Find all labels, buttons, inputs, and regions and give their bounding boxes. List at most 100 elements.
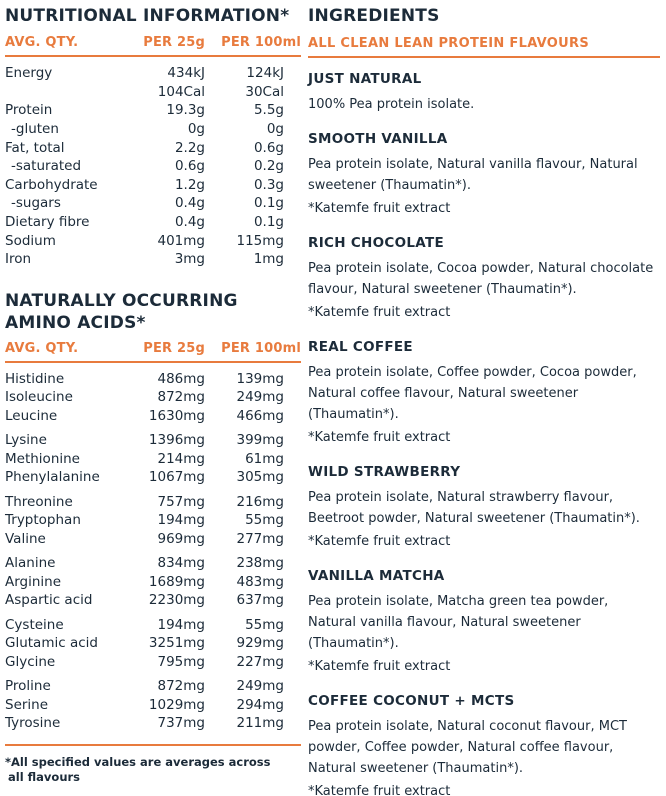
value-per-25g: 1396mg	[148, 432, 205, 449]
divider	[5, 743, 301, 746]
amino-group: Cysteine 194mg 55mg Glutamic acid 3251mg 929m…	[5, 616, 301, 672]
amino-row: Glutamic acid 3251mg 929mg	[5, 634, 301, 653]
value-per-25g: 0.6g	[174, 158, 205, 175]
amino-table-body: Histidine 486mg 139mg Isoleucine 872mg 249mg L…	[5, 370, 301, 733]
value-per-25g: 0g	[187, 121, 205, 138]
value-per-100ml: 61mg	[245, 450, 284, 467]
value-per-100ml: 483mg	[236, 573, 285, 590]
value-per-100ml: 227mg	[236, 653, 285, 670]
values-footnote: *All specified values are averages acros…	[5, 754, 271, 784]
amino-group: Lysine 1396mg 399mg Methionine 214mg 61mg Phen…	[5, 431, 301, 487]
nutrition-row: Iron 3mg 1mg	[5, 250, 301, 269]
value-per-25g: 737mg	[157, 715, 206, 732]
value-per-25g: 872mg	[157, 678, 206, 695]
amino-row: Tryptophan 194mg 55mg	[5, 511, 301, 530]
value-per-100ml: 216mg	[236, 493, 285, 510]
row-label: Iron	[5, 251, 32, 268]
nutrition-row: -gluten 0g 0g	[5, 120, 301, 139]
value-per-25g: 194mg	[157, 512, 206, 529]
flavour-description: Pea protein isolate, Cocoa powder, Natur…	[308, 261, 654, 297]
row-label: Methionine	[5, 450, 80, 467]
row-label: Dietary fibre	[5, 214, 90, 231]
value-per-100ml: 399mg	[236, 432, 285, 449]
flavour-description: Pea protein isolate, Natural strawberry …	[308, 490, 640, 526]
value-per-25g: 19.3g	[166, 102, 205, 119]
value-per-100ml: 637mg	[236, 592, 285, 609]
amino-row: Serine 1029mg 294mg	[5, 696, 301, 715]
row-label: Sodium	[5, 232, 56, 249]
amino-acids-title: NATURALLY OCCURRING AMINO ACIDS*	[5, 290, 238, 333]
value-per-25g: 795mg	[157, 653, 206, 670]
value-per-100ml: 277mg	[236, 530, 285, 547]
flavour-footnote: *Katemfe fruit extract	[308, 430, 451, 445]
row-label: -saturated	[11, 158, 82, 175]
value-per-25g: 194mg	[157, 616, 206, 633]
amino-group: Histidine 486mg 139mg Isoleucine 872mg 249mg L…	[5, 370, 301, 426]
value-per-100ml: 5.5g	[253, 102, 284, 119]
flavour-description: Pea protein isolate, Natural coconut fla…	[308, 719, 627, 776]
row-label: Fat, total	[5, 139, 65, 156]
flavour-footnote: *Katemfe fruit extract	[308, 201, 451, 216]
ingredients-title: INGREDIENTS	[308, 6, 440, 26]
row-label: Carbohydrate	[5, 176, 98, 193]
value-per-100ml: 0.2g	[253, 158, 284, 175]
row-label: -gluten	[11, 121, 59, 138]
value-per-25g: 1630mg	[148, 407, 205, 424]
value-per-100ml: 30Cal	[245, 83, 284, 100]
row-label: Lysine	[5, 432, 47, 449]
nutrition-table-body: Energy 434kJ 124kJ 104Cal 30Cal Protein 19.3g 5…	[5, 64, 301, 269]
row-label: Leucine	[5, 407, 58, 424]
value-per-25g: 104Cal	[157, 83, 205, 100]
flavour-name: RICH CHOCOLATE	[308, 235, 445, 251]
row-label: Proline	[5, 678, 51, 695]
amino-row: Tyrosine 737mg 211mg	[5, 714, 301, 733]
amino-row: Lysine 1396mg 399mg	[5, 431, 301, 450]
value-per-25g: 486mg	[157, 370, 206, 387]
value-per-25g: 0.4g	[174, 195, 205, 212]
value-per-100ml: 1mg	[253, 251, 284, 268]
row-label: Threonine	[5, 493, 73, 510]
flavour-block: SMOOTH VANILLA Pea protein isolate, Natur…	[308, 131, 660, 219]
flavour-footnote: *Katemfe fruit extract	[308, 659, 451, 674]
column-header-per-100ml: PER 100ml	[221, 340, 301, 356]
nutrition-row: -saturated 0.6g 0.2g	[5, 157, 301, 176]
row-label: Alanine	[5, 555, 56, 572]
amino-row: Phenylalanine 1067mg 305mg	[5, 468, 301, 487]
value-per-25g: 872mg	[157, 389, 206, 406]
row-label: Serine	[5, 696, 49, 713]
nutrition-row: 104Cal 30Cal	[5, 83, 301, 102]
divider	[5, 360, 301, 363]
nutrition-column: NUTRITIONAL INFORMATION* AVG. QTY. PER 2…	[5, 6, 301, 796]
value-per-25g: 214mg	[157, 450, 206, 467]
row-label: Histidine	[5, 370, 65, 387]
nutrition-row: Protein 19.3g 5.5g	[5, 101, 301, 120]
amino-row: Arginine 1689mg 483mg	[5, 573, 301, 592]
row-label: Valine	[5, 530, 46, 547]
flavour-name: REAL COFFEE	[308, 339, 413, 355]
amino-group: Alanine 834mg 238mg Arginine 1689mg 483mg Aspa…	[5, 554, 301, 610]
value-per-100ml: 0.6g	[253, 139, 284, 156]
flavour-name: SMOOTH VANILLA	[308, 131, 448, 147]
row-label: Arginine	[5, 573, 62, 590]
flavour-footnote: *Katemfe fruit extract	[308, 305, 451, 320]
nutrition-table-header: AVG. QTY. PER 25g PER 100ml	[5, 35, 301, 50]
value-per-25g: 2230mg	[148, 592, 205, 609]
nutrition-row: Sodium 401mg 115mg	[5, 231, 301, 250]
divider	[308, 56, 660, 58]
value-per-25g: 434kJ	[167, 65, 205, 82]
amino-group: Proline 872mg 249mg Serine 1029mg 294mg Tyrosi…	[5, 677, 301, 733]
value-per-25g: 757mg	[157, 493, 206, 510]
amino-row: Valine 969mg 277mg	[5, 530, 301, 549]
flavour-block: JUST NATURAL 100% Pea protein isolate.	[308, 71, 660, 115]
flavour-footnote: *Katemfe fruit extract	[308, 534, 451, 549]
amino-row: Proline 872mg 249mg	[5, 677, 301, 696]
value-per-25g: 401mg	[157, 232, 206, 249]
amino-row: Methionine 214mg 61mg	[5, 450, 301, 469]
row-label: Isoleucine	[5, 389, 73, 406]
ingredients-subtitle: ALL CLEAN LEAN PROTEIN FLAVOURS	[308, 36, 589, 51]
value-per-100ml: 211mg	[236, 715, 285, 732]
nutrition-row: -sugars 0.4g 0.1g	[5, 194, 301, 213]
value-per-100ml: 249mg	[236, 389, 285, 406]
value-per-25g: 2.2g	[174, 139, 205, 156]
